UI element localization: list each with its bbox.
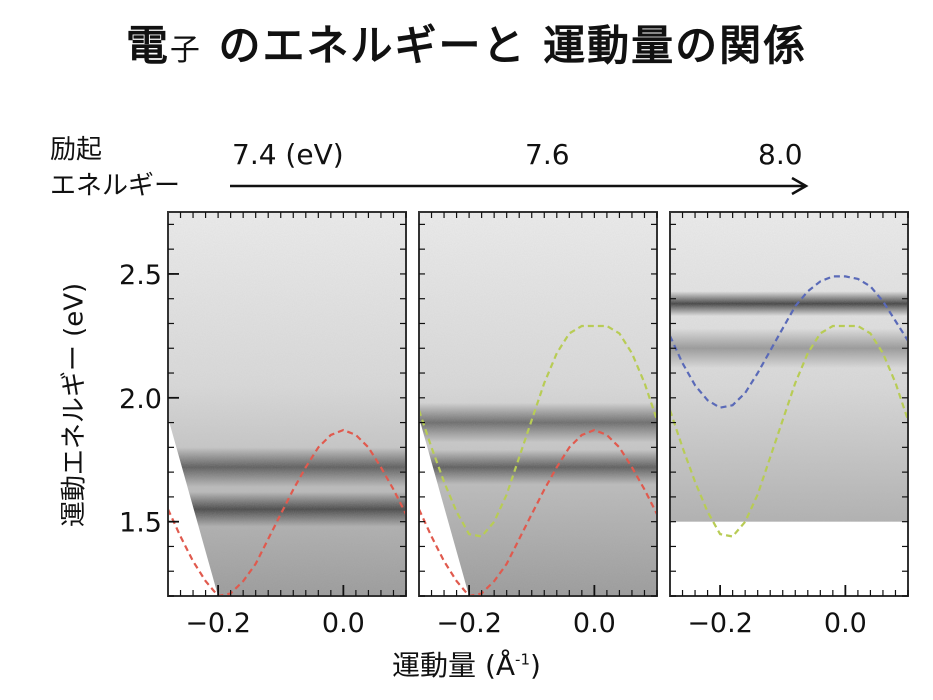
y-tick-label: 1.5 — [119, 508, 162, 539]
x-tick-label: −0.2 — [185, 608, 251, 639]
blank-region — [670, 521, 908, 596]
panel-3: −0.2 0.0 — [669, 211, 909, 639]
excitation-value-3: 8.0 — [758, 138, 803, 171]
x-tick-label: 0.0 — [322, 608, 365, 639]
excitation-value-2: 7.6 — [525, 138, 570, 171]
x-tick-label: −0.2 — [436, 608, 502, 639]
x-tick-label: 0.0 — [573, 608, 616, 639]
blank-region — [168, 417, 219, 596]
y-tick-label: 2.5 — [119, 260, 162, 291]
y-axis-label: 運動エネルギー (eV) — [59, 282, 90, 528]
excitation-energy-label: 励起 エネルギー — [50, 132, 180, 204]
panel-frame — [418, 211, 658, 597]
y-tick-label: 2.0 — [119, 384, 162, 415]
x-axis-label: 運動量 (Å-1) — [392, 649, 541, 682]
excitation-value-1: 7.4 (eV) — [232, 138, 344, 171]
panel-frame — [669, 211, 909, 597]
x-tick-label: 0.0 — [824, 608, 867, 639]
dispersion-curve-red — [168, 428, 406, 596]
dispersion-curve-green — [670, 324, 908, 538]
dispersion-curve-green — [419, 324, 657, 538]
blank-region — [419, 417, 470, 596]
excitation-arrow — [230, 176, 809, 196]
excitation-label-line2: エネルギー — [50, 171, 181, 201]
panel-1: −0.2 0.0 1.5 2.0 2.5 — [119, 211, 407, 639]
dispersion-curve-red — [419, 428, 657, 596]
panel-frame — [167, 211, 407, 597]
noise-overlay — [168, 212, 406, 596]
excitation-label-line1: 励起 — [50, 135, 103, 165]
panel-2: −0.2 0.0 — [418, 211, 658, 639]
x-tick-label: −0.2 — [687, 608, 753, 639]
page-title: 電子 のエネルギーと 運動量の関係 — [125, 21, 808, 70]
